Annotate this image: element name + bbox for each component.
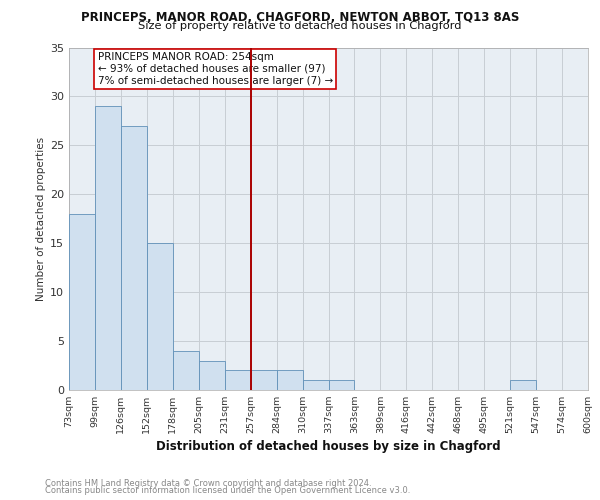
Bar [121,126,147,390]
Text: Contains public sector information licensed under the Open Government Licence v3: Contains public sector information licen… [45,486,410,495]
Bar [69,214,95,390]
Bar [329,380,355,390]
Bar [95,106,121,390]
Y-axis label: Number of detached properties: Number of detached properties [36,136,46,301]
Bar [147,243,173,390]
X-axis label: Distribution of detached houses by size in Chagford: Distribution of detached houses by size … [156,440,501,454]
Text: PRINCEPS MANOR ROAD: 254sqm
← 93% of detached houses are smaller (97)
7% of semi: PRINCEPS MANOR ROAD: 254sqm ← 93% of det… [98,52,333,86]
Bar [173,351,199,390]
Text: Size of property relative to detached houses in Chagford: Size of property relative to detached ho… [138,21,462,31]
Text: PRINCEPS, MANOR ROAD, CHAGFORD, NEWTON ABBOT, TQ13 8AS: PRINCEPS, MANOR ROAD, CHAGFORD, NEWTON A… [81,11,519,24]
Bar [277,370,302,390]
Bar [251,370,277,390]
Bar [199,360,224,390]
Bar [510,380,536,390]
Text: Contains HM Land Registry data © Crown copyright and database right 2024.: Contains HM Land Registry data © Crown c… [45,478,371,488]
Bar [225,370,251,390]
Bar [302,380,329,390]
